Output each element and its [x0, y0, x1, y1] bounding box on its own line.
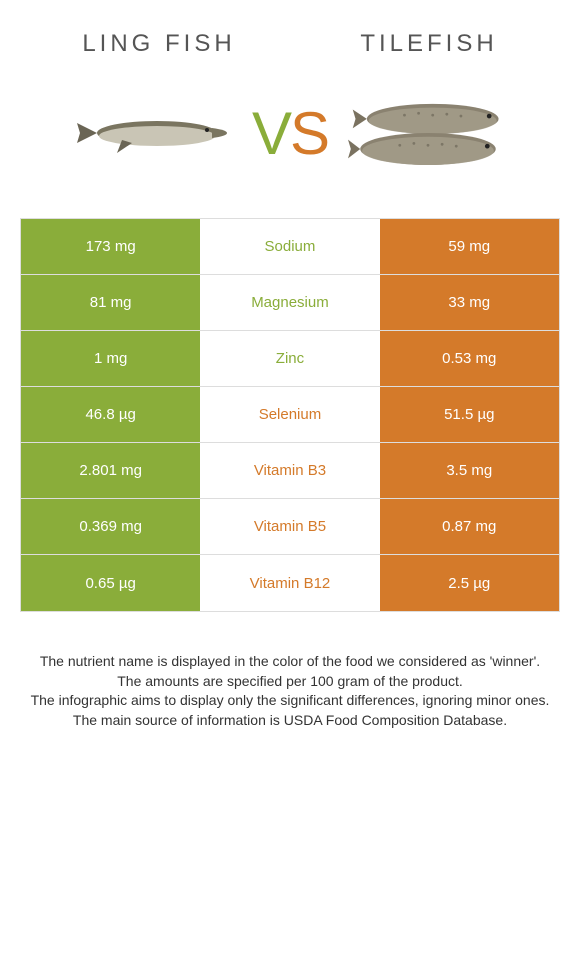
value-right: 59 mg — [380, 219, 559, 274]
value-left: 1 mg — [21, 331, 200, 386]
table-row: 0.65 µgVitamin B122.5 µg — [21, 555, 559, 611]
nutrient-label: Vitamin B12 — [200, 555, 379, 611]
value-left: 173 mg — [21, 219, 200, 274]
tilefish-image — [348, 88, 508, 178]
table-row: 0.369 mgVitamin B50.87 mg — [21, 499, 559, 555]
footer-line-4: The main source of information is USDA F… — [30, 711, 550, 731]
table-row: 173 mgSodium59 mg — [21, 219, 559, 275]
value-right: 51.5 µg — [380, 387, 559, 442]
value-left: 2.801 mg — [21, 443, 200, 498]
value-right: 3.5 mg — [380, 443, 559, 498]
nutrient-label: Vitamin B5 — [200, 499, 379, 554]
nutrient-label: Magnesium — [200, 275, 379, 330]
footer-line-3: The infographic aims to display only the… — [30, 691, 550, 711]
table-row: 46.8 µgSelenium51.5 µg — [21, 387, 559, 443]
nutrient-label: Selenium — [200, 387, 379, 442]
table-row: 2.801 mgVitamin B33.5 mg — [21, 443, 559, 499]
ling-fish-image — [72, 88, 232, 178]
vs-s: S — [290, 100, 328, 167]
nutrient-label: Sodium — [200, 219, 379, 274]
nutrient-label: Vitamin B3 — [200, 443, 379, 498]
value-right: 33 mg — [380, 275, 559, 330]
value-left: 81 mg — [21, 275, 200, 330]
title-left: Ling fish — [82, 30, 235, 58]
vs-label: VS — [252, 99, 328, 168]
header: Ling fish Tilefish — [0, 0, 580, 68]
value-right: 2.5 µg — [380, 555, 559, 611]
vs-v: V — [252, 100, 290, 167]
footer-notes: The nutrient name is displayed in the co… — [0, 612, 580, 750]
value-left: 0.65 µg — [21, 555, 200, 611]
table-row: 81 mgMagnesium33 mg — [21, 275, 559, 331]
footer-line-1: The nutrient name is displayed in the co… — [30, 652, 550, 672]
nutrient-label: Zinc — [200, 331, 379, 386]
vs-row: VS — [0, 68, 580, 218]
title-right: Tilefish — [360, 30, 497, 58]
nutrient-table: 173 mgSodium59 mg81 mgMagnesium33 mg1 mg… — [20, 218, 560, 612]
table-row: 1 mgZinc0.53 mg — [21, 331, 559, 387]
value-left: 0.369 mg — [21, 499, 200, 554]
footer-line-2: The amounts are specified per 100 gram o… — [30, 672, 550, 692]
value-right: 0.87 mg — [380, 499, 559, 554]
value-right: 0.53 mg — [380, 331, 559, 386]
value-left: 46.8 µg — [21, 387, 200, 442]
